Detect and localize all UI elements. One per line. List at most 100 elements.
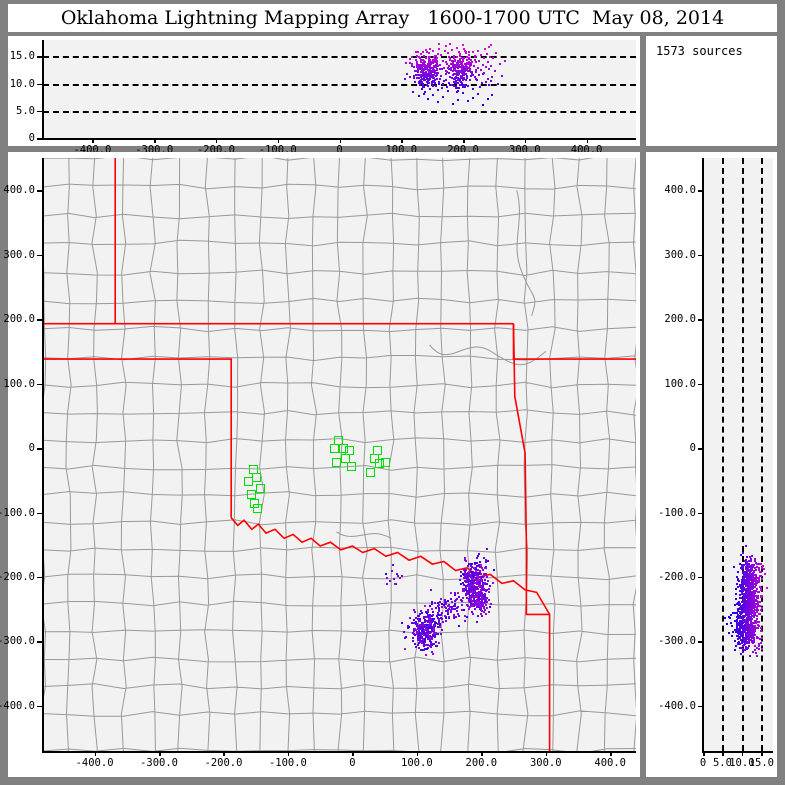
source-point: [465, 616, 468, 619]
source-point: [740, 641, 743, 644]
source-point: [431, 49, 434, 52]
source-point: [461, 64, 464, 67]
lma-station-marker[interactable]: [329, 443, 339, 453]
source-point: [437, 601, 440, 604]
lma-station-marker[interactable]: [341, 453, 351, 463]
source-point: [760, 570, 763, 573]
source-point: [421, 631, 424, 634]
source-point: [744, 628, 747, 631]
source-point: [419, 60, 422, 63]
lma-station-marker[interactable]: [332, 457, 342, 467]
source-point: [748, 577, 751, 580]
lma-station-marker[interactable]: [370, 453, 380, 463]
source-point: [423, 77, 426, 80]
source-point: [747, 638, 750, 641]
source-point: [424, 628, 426, 631]
source-point: [457, 596, 460, 599]
lma-station-marker[interactable]: [338, 443, 348, 453]
source-point: [743, 641, 746, 644]
source-point: [752, 598, 755, 601]
lma-station-marker[interactable]: [365, 468, 375, 478]
source-point: [751, 591, 754, 594]
source-point: [745, 555, 748, 558]
source-point: [451, 103, 454, 106]
lma-station-marker[interactable]: [253, 504, 263, 514]
lma-station-marker[interactable]: [255, 483, 265, 493]
source-point: [460, 70, 463, 73]
source-point: [760, 606, 763, 609]
source-point: [745, 579, 748, 582]
source-point: [474, 582, 477, 585]
source-point: [469, 580, 472, 583]
source-point: [424, 633, 427, 636]
source-point: [485, 575, 488, 578]
source-point: [468, 595, 471, 598]
source-point: [476, 603, 479, 606]
lma-station-marker[interactable]: [246, 489, 256, 499]
y-tick-label: -200.0: [658, 570, 696, 583]
source-point: [480, 594, 483, 597]
source-point: [743, 579, 746, 582]
source-point: [430, 602, 433, 605]
x-tick-mark: [339, 138, 341, 143]
source-point: [423, 61, 426, 64]
source-point: [467, 53, 470, 56]
source-point: [750, 634, 753, 637]
source-point: [479, 585, 482, 588]
source-point: [472, 589, 475, 592]
source-point: [468, 586, 470, 589]
source-point: [476, 93, 479, 96]
source-point: [483, 574, 486, 577]
source-point: [434, 54, 437, 57]
source-point: [433, 643, 436, 646]
source-point: [425, 74, 428, 77]
lma-station-marker[interactable]: [252, 472, 262, 482]
source-point: [427, 97, 430, 100]
panel-plan-view-map[interactable]: -400.0 -300.0 -200.0 -100.0 0 100.0 200.0 300.0…: [0, 152, 640, 777]
source-point: [480, 81, 483, 84]
x-tick-mark: [545, 751, 548, 756]
source-point: [432, 93, 435, 96]
source-point: [459, 579, 462, 582]
source-point: [739, 612, 742, 615]
source-point: [749, 556, 752, 559]
source-point: [422, 643, 425, 646]
source-point: [486, 78, 489, 81]
source-point: [477, 585, 480, 587]
source-point: [426, 78, 429, 81]
source-point: [750, 612, 753, 614]
source-point: [481, 589, 484, 592]
source-point: [422, 72, 425, 75]
x-tick-label: 0: [699, 757, 707, 769]
source-point: [426, 612, 429, 615]
source-point: [479, 570, 482, 573]
source-point: [432, 634, 435, 637]
lma-station-marker[interactable]: [346, 461, 356, 471]
lma-station-marker[interactable]: [249, 498, 259, 508]
source-point: [745, 608, 748, 611]
source-point: [757, 643, 760, 646]
source-point: [476, 569, 479, 572]
y-tick-mark: [698, 705, 703, 708]
lma-station-marker[interactable]: [381, 457, 391, 467]
source-point: [465, 72, 468, 75]
source-point: [488, 606, 491, 609]
source-point: [455, 597, 458, 600]
map-plot-area[interactable]: [43, 158, 636, 751]
source-point: [384, 573, 387, 576]
source-point: [478, 598, 481, 601]
state-border-red-river-oklahoma-texas: [230, 517, 551, 615]
source-point: [476, 600, 479, 603]
source-point: [485, 600, 488, 603]
source-point: [750, 625, 753, 628]
source-point: [756, 600, 759, 603]
source-point: [757, 636, 760, 639]
source-point: [751, 634, 754, 637]
lma-station-marker[interactable]: [374, 459, 384, 469]
y-tick-label: 300.0: [3, 248, 35, 261]
y-tick-mark: [698, 512, 703, 514]
source-point: [748, 579, 751, 582]
source-point: [454, 598, 457, 601]
lma-station-marker[interactable]: [244, 477, 254, 487]
source-point: [423, 634, 426, 637]
